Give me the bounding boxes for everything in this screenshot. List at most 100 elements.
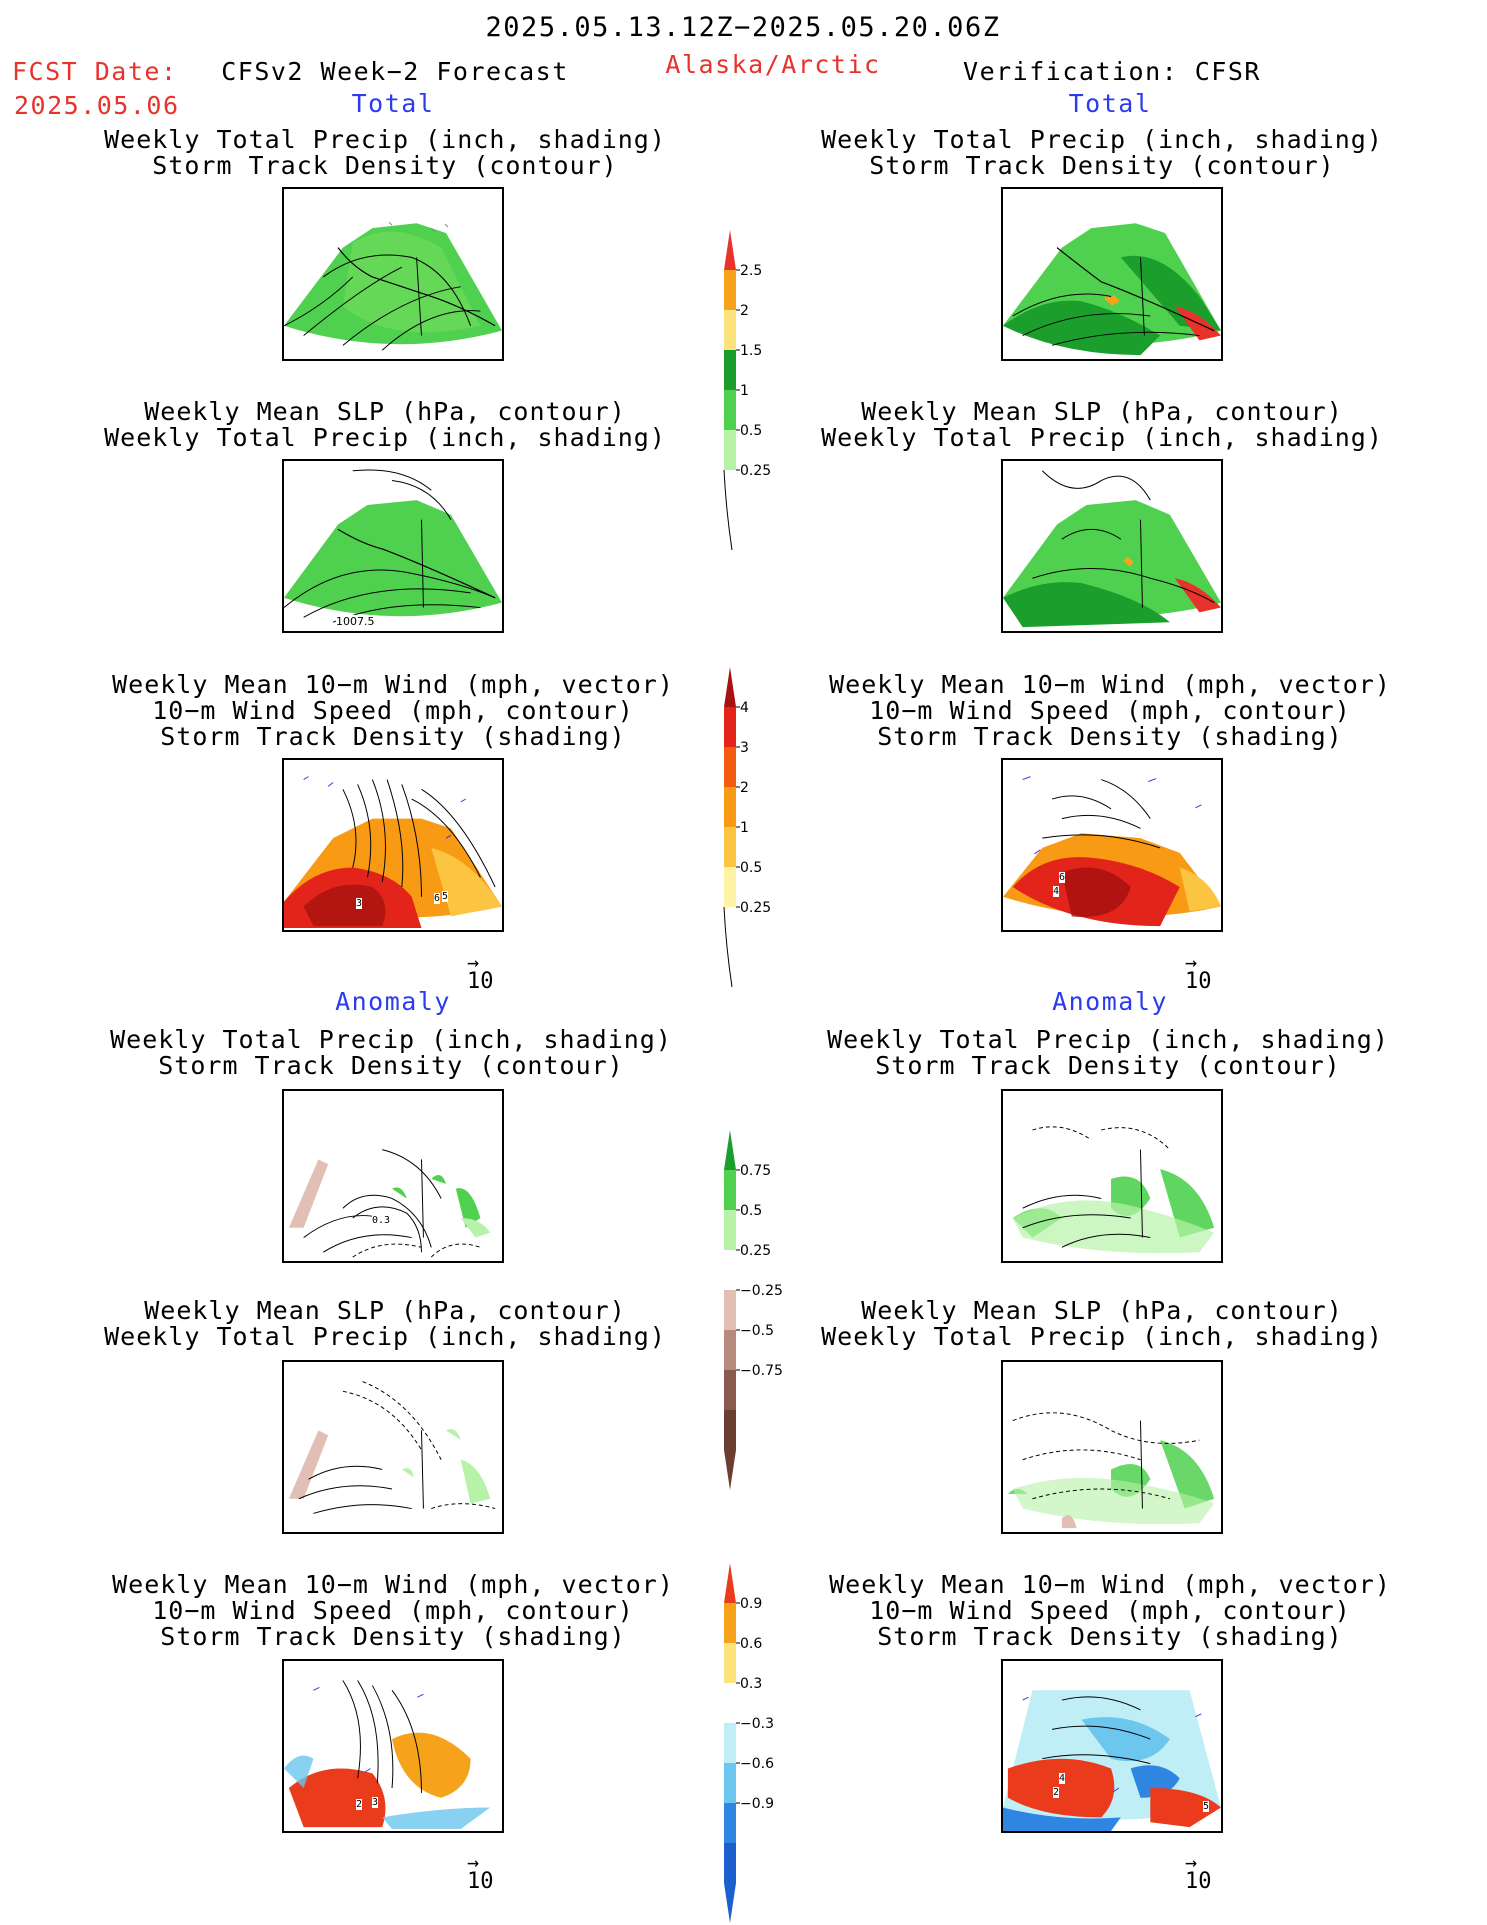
contour-label-a: 3 <box>356 898 363 909</box>
panel-title-ob-anom-wind: Weekly Mean 10−m Wind (mph, vector) 10−m … <box>829 1570 1391 1651</box>
panel-title-ob-total-precip: Weekly Total Precip (inch, shading) Storm… <box>821 125 1383 180</box>
colorbar-tick-label: 2 <box>740 780 749 796</box>
colorbar-segment <box>724 787 736 827</box>
colorbar-bottom-arrow <box>724 1450 736 1490</box>
colorbar-segment <box>724 1683 736 1723</box>
colorbar-tick-label: 0.5 <box>740 1203 762 1219</box>
colorbar-tick-label: 1 <box>740 820 749 836</box>
fcst-date-value: 2025.05.06 <box>14 91 180 120</box>
date-range-title: 2025.05.13.12Z−2025.05.20.06Z <box>485 12 1001 43</box>
colorbar-segment <box>724 1603 736 1643</box>
colorbar-segment <box>724 1643 736 1683</box>
colorbar-segment <box>724 390 736 430</box>
panel-title-ob-anom-precip: Weekly Total Precip (inch, shading) Storm… <box>827 1025 1389 1080</box>
colorbar-tick-label: 0.25 <box>740 900 771 916</box>
contour-label-b: 4 <box>1053 886 1060 897</box>
verification-anomaly-heading: Anomaly <box>1052 987 1168 1016</box>
colorbar-tick-label: 3 <box>740 740 749 756</box>
panel-title-ob-total-slp: Weekly Mean SLP (hPa, contour) Weekly Tot… <box>821 397 1383 452</box>
map-fc-anom-precip: 0.3 <box>282 1089 504 1263</box>
map-ob-anom-slp <box>1001 1360 1223 1534</box>
panel-title-fc-anom-wind: Weekly Mean 10−m Wind (mph, vector) 10−m … <box>112 1570 674 1651</box>
contour-label-a: 4 <box>1059 1773 1066 1784</box>
panel-title-fc-total-precip: Weekly Total Precip (inch, shading) Storm… <box>104 125 666 180</box>
colorbar-tick-label: 0.3 <box>740 1676 762 1692</box>
map-fc-anom-wind: 2 3 <box>282 1659 504 1833</box>
map-fc-total-slp: 1007.5 <box>282 459 504 633</box>
slp-contour-label: 1007.5 <box>336 615 375 628</box>
colorbar-segment <box>724 1370 736 1410</box>
colorbar-tick-label: −0.3 <box>740 1716 774 1732</box>
colorbar-tick-label: 0.5 <box>740 860 762 876</box>
colorbar-top-arrow <box>724 230 736 270</box>
contour-label-a: 6 <box>1059 872 1066 883</box>
colorbar-tail <box>723 469 733 551</box>
vector-scale-fc-total: → 10 <box>467 950 494 994</box>
contour-label-b: 3 <box>372 1797 379 1808</box>
colorbar-tick-label: 2 <box>740 303 749 319</box>
panel-title-fc-total-wind: Weekly Mean 10−m Wind (mph, vector) 10−m … <box>112 670 674 751</box>
colorbar-segment <box>724 747 736 787</box>
colorbar-tick-label: −0.9 <box>740 1796 774 1812</box>
colorbar-segment <box>724 707 736 747</box>
region-label: Alaska/Arctic <box>665 50 881 79</box>
colorbar-segment <box>724 1843 736 1883</box>
map-ob-anom-wind: 4 2 5 <box>1001 1659 1223 1833</box>
vector-scale-ob-total: → 10 <box>1185 950 1212 994</box>
colorbar-segment <box>724 1250 736 1290</box>
colorbar-bottom-arrow <box>724 1883 736 1923</box>
panel-title-ob-anom-slp: Weekly Mean SLP (hPa, contour) Weekly Tot… <box>821 1296 1383 1351</box>
map-fc-anom-slp <box>282 1360 504 1534</box>
colorbar-tick-label: 0.75 <box>740 1163 771 1179</box>
colorbar-tick-label: −0.6 <box>740 1756 774 1772</box>
vector-scale-arrow-icon: → <box>467 1850 480 1874</box>
colorbar-segment <box>724 270 736 310</box>
panel-title-fc-anom-slp: Weekly Mean SLP (hPa, contour) Weekly Tot… <box>104 1296 666 1351</box>
contour-label-b: 2 <box>1053 1787 1060 1798</box>
colorbar-tick-label: 0.25 <box>740 463 771 479</box>
map-ob-total-precip <box>1001 187 1223 361</box>
colorbar-segment <box>724 907 736 947</box>
verification-total-heading: Total <box>1068 89 1152 118</box>
colorbar-segment <box>724 1410 736 1450</box>
contour-label-anom: 0.3 <box>372 1215 391 1226</box>
colorbar-tick-label: 2.5 <box>740 263 762 279</box>
colorbar-segment <box>724 310 736 350</box>
fcst-date-label: FCST Date: <box>12 57 178 86</box>
contour-label-c: 5 <box>1203 1801 1210 1812</box>
forecast-total-heading: Total <box>351 89 435 118</box>
contour-label-b: 6 <box>434 893 441 904</box>
map-ob-total-slp <box>1001 459 1223 633</box>
colorbar-top-arrow <box>724 1130 736 1170</box>
forecast-model-label: CFSv2 Week−2 Forecast <box>221 57 569 86</box>
colorbar-segment <box>724 827 736 867</box>
colorbar-tick-label: −0.5 <box>740 1323 774 1339</box>
vector-scale-fc-anom: → 10 <box>467 1850 494 1894</box>
colorbar-tick-label: −0.75 <box>740 1363 783 1379</box>
colorbar-segment <box>724 1763 736 1803</box>
colorbar-tail <box>723 906 733 988</box>
colorbar-segment <box>724 350 736 390</box>
colorbar-tick-label: 1.5 <box>740 343 762 359</box>
forecast-anomaly-heading: Anomaly <box>335 987 451 1016</box>
colorbar-segment <box>724 1210 736 1250</box>
colorbar-segment <box>724 470 736 510</box>
panel-title-fc-anom-precip: Weekly Total Precip (inch, shading) Storm… <box>110 1025 672 1080</box>
colorbar-segment <box>724 1803 736 1843</box>
map-ob-anom-precip <box>1001 1089 1223 1263</box>
verification-label: Verification: CFSR <box>963 57 1261 86</box>
contour-label-a: 2 <box>356 1799 363 1810</box>
vector-scale-arrow-icon: → <box>1185 950 1198 974</box>
colorbar-tick-label: 0.25 <box>740 1243 771 1259</box>
colorbar-top-arrow <box>724 667 736 707</box>
colorbar-tick-label: 1 <box>740 383 749 399</box>
contour-label-c: 5 <box>442 891 449 902</box>
vector-scale-arrow-icon: → <box>467 950 480 974</box>
vector-scale-arrow-icon: → <box>1185 1850 1198 1874</box>
colorbar-segment <box>724 867 736 907</box>
map-fc-total-precip <box>282 187 504 361</box>
panel-title-fc-total-slp: Weekly Mean SLP (hPa, contour) Weekly Tot… <box>104 397 666 452</box>
colorbar-segment <box>724 1723 736 1763</box>
colorbar-tick-label: 4 <box>740 700 749 716</box>
map-ob-total-wind: 6 4 <box>1001 758 1223 932</box>
